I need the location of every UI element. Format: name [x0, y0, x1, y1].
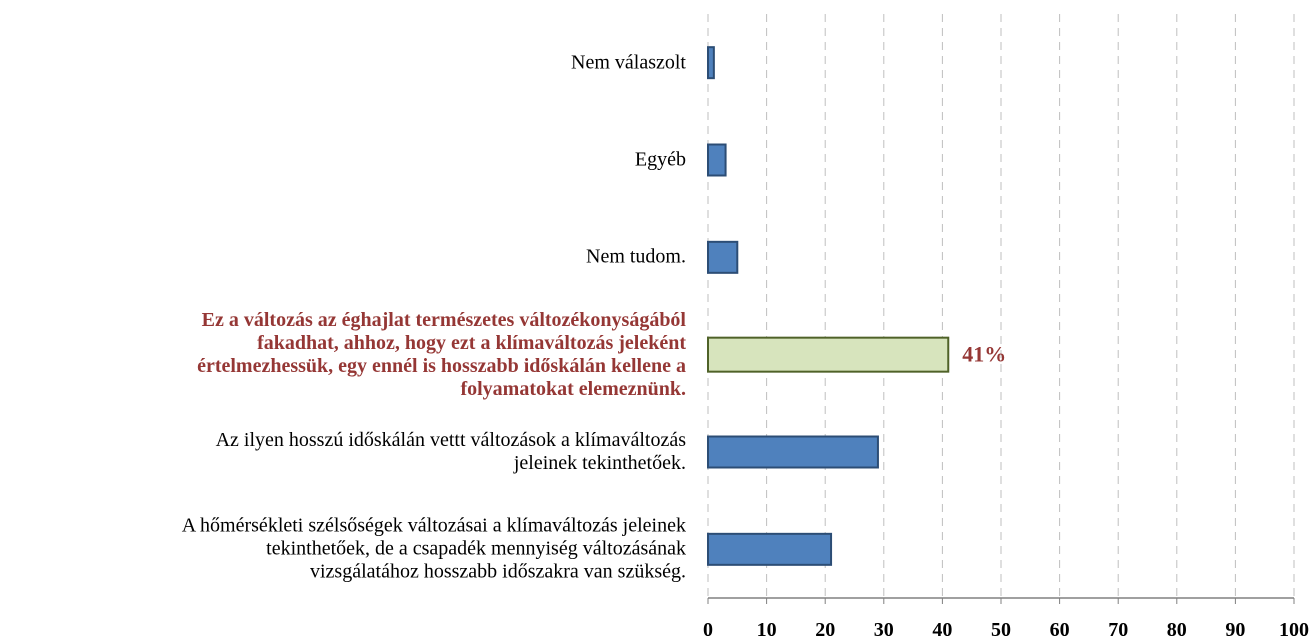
x-tick-label: 80	[1167, 619, 1187, 638]
category-label: Nem tudom.	[586, 245, 686, 268]
x-tick-label: 100	[1279, 619, 1309, 638]
x-tick-label: 50	[991, 619, 1011, 638]
bar	[707, 336, 950, 373]
x-tick-label: 10	[757, 619, 777, 638]
category-label: Egyéb	[634, 148, 686, 171]
x-tick-label: 30	[874, 619, 894, 638]
bar	[707, 532, 833, 566]
x-tick-label: 0	[703, 619, 713, 638]
value-label: 41%	[962, 342, 1006, 367]
category-label: Ez a változás az éghajlat természetes vá…	[197, 308, 686, 400]
x-tick-label: 70	[1108, 619, 1128, 638]
category-label: Az ilyen hosszú időskálán vettt változás…	[215, 429, 686, 474]
x-tick-label: 40	[932, 619, 952, 638]
x-tick-label: 90	[1225, 619, 1245, 638]
x-tick-label: 60	[1050, 619, 1070, 638]
bar	[707, 240, 739, 274]
bar	[707, 435, 879, 469]
bar	[707, 46, 715, 80]
bar	[707, 143, 727, 177]
category-label: Nem válaszolt	[571, 51, 686, 74]
category-label: A hőmérsékleti szélsőségek változásai a …	[181, 514, 686, 583]
x-tick-label: 20	[815, 619, 835, 638]
